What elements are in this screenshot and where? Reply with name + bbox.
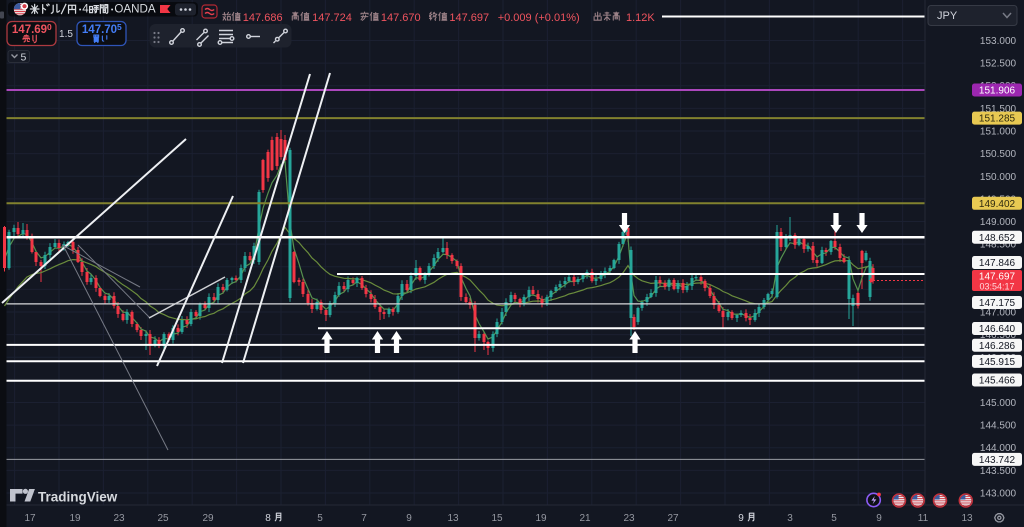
svg-text:19: 19 bbox=[535, 513, 547, 524]
svg-text:9: 9 bbox=[406, 513, 412, 524]
svg-text:145.915: 145.915 bbox=[979, 357, 1016, 368]
svg-text:15: 15 bbox=[491, 513, 503, 524]
svg-text:9: 9 bbox=[876, 513, 882, 524]
svg-text:152.500: 152.500 bbox=[980, 59, 1017, 70]
svg-text:147.670: 147.670 bbox=[381, 12, 421, 24]
svg-text:03:54:17: 03:54:17 bbox=[979, 282, 1014, 292]
svg-text:8: 8 bbox=[265, 513, 271, 524]
svg-text:25: 25 bbox=[157, 513, 169, 524]
svg-text:151.000: 151.000 bbox=[980, 127, 1017, 138]
svg-text:5: 5 bbox=[21, 52, 27, 64]
svg-text:9: 9 bbox=[738, 513, 744, 524]
svg-text:5: 5 bbox=[831, 513, 837, 524]
svg-text:147.686: 147.686 bbox=[243, 12, 283, 24]
svg-text:7: 7 bbox=[361, 513, 367, 524]
svg-text:143.500: 143.500 bbox=[980, 466, 1017, 477]
svg-text:151.285: 151.285 bbox=[979, 114, 1016, 125]
svg-text:+0.009 (+0.01%): +0.009 (+0.01%) bbox=[498, 12, 580, 24]
svg-text:147.697: 147.697 bbox=[979, 272, 1016, 283]
svg-text:148.652: 148.652 bbox=[979, 233, 1016, 244]
svg-text:5: 5 bbox=[317, 513, 323, 524]
svg-text:145.000: 145.000 bbox=[980, 398, 1017, 409]
svg-text:TradingView: TradingView bbox=[38, 490, 118, 505]
svg-text:145.466: 145.466 bbox=[979, 376, 1016, 387]
svg-text:0: 0 bbox=[47, 22, 52, 32]
svg-text:5: 5 bbox=[117, 22, 122, 32]
svg-text:23: 23 bbox=[113, 513, 125, 524]
svg-text:144.000: 144.000 bbox=[980, 443, 1017, 454]
svg-text:143.000: 143.000 bbox=[980, 489, 1017, 500]
svg-text:151.500: 151.500 bbox=[980, 104, 1017, 115]
svg-text:11: 11 bbox=[918, 513, 929, 524]
svg-text:21: 21 bbox=[579, 513, 591, 524]
svg-text:150.000: 150.000 bbox=[980, 172, 1017, 183]
svg-text:147.69: 147.69 bbox=[12, 24, 47, 36]
svg-text:147.846: 147.846 bbox=[979, 258, 1016, 269]
svg-text:147.724: 147.724 bbox=[312, 12, 352, 24]
svg-text:1.5: 1.5 bbox=[59, 29, 73, 40]
svg-text:13: 13 bbox=[961, 513, 973, 524]
svg-text:147.175: 147.175 bbox=[979, 298, 1016, 309]
svg-text:13: 13 bbox=[447, 513, 459, 524]
svg-text:153.000: 153.000 bbox=[980, 36, 1017, 47]
svg-text:JPY: JPY bbox=[937, 10, 958, 22]
svg-text:149.000: 149.000 bbox=[980, 217, 1017, 228]
svg-text:149.402: 149.402 bbox=[979, 199, 1016, 210]
svg-text:147.000: 147.000 bbox=[980, 308, 1017, 319]
svg-text:146.640: 146.640 bbox=[979, 324, 1016, 335]
svg-text:144.500: 144.500 bbox=[980, 421, 1017, 432]
svg-text:OANDA: OANDA bbox=[114, 3, 155, 16]
svg-text:147.697: 147.697 bbox=[449, 12, 489, 24]
svg-text:19: 19 bbox=[69, 513, 81, 524]
svg-text:146.286: 146.286 bbox=[979, 341, 1016, 352]
svg-text:3: 3 bbox=[787, 513, 793, 524]
svg-text:148.500: 148.500 bbox=[980, 240, 1017, 251]
svg-text:151.906: 151.906 bbox=[979, 86, 1016, 97]
svg-text:27: 27 bbox=[667, 513, 679, 524]
svg-text:29: 29 bbox=[202, 513, 214, 524]
svg-text:1.12K: 1.12K bbox=[626, 12, 655, 24]
svg-text:146.500: 146.500 bbox=[980, 330, 1017, 341]
svg-text:23: 23 bbox=[623, 513, 635, 524]
svg-text:143.742: 143.742 bbox=[979, 455, 1016, 466]
svg-text:4: 4 bbox=[82, 3, 89, 16]
svg-text:147.70: 147.70 bbox=[82, 24, 117, 36]
svg-text:17: 17 bbox=[24, 513, 36, 524]
svg-text:150.500: 150.500 bbox=[980, 149, 1017, 160]
